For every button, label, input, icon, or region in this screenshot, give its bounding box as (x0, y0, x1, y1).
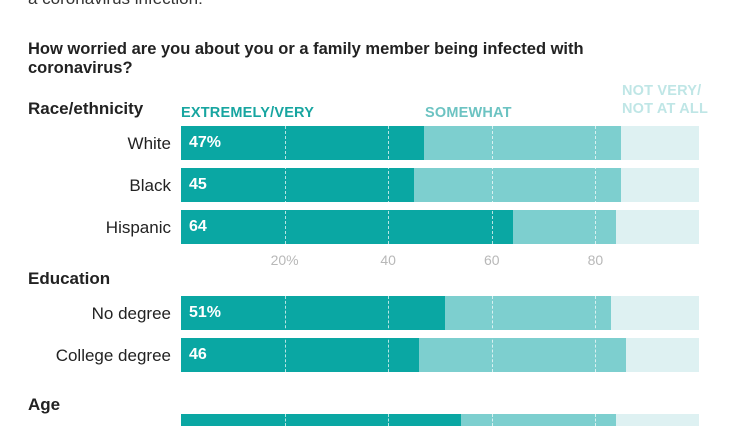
segment-somewhat-2-0 (460, 414, 617, 426)
segment-somewhat-0-0 (424, 126, 622, 160)
segment-not-very-0-1 (621, 168, 699, 202)
legend-extremely-very: EXTREMELY/VERY (181, 105, 315, 121)
gridline-0-2 (491, 126, 493, 244)
row-label-1-0: No degree (91, 304, 171, 323)
gridline-2-0 (284, 414, 286, 426)
segment-extremely-very-1-0 (181, 296, 446, 330)
x-tick-label-2: 60 (484, 252, 500, 268)
gridline-0-0 (284, 126, 286, 244)
gridline-1-2 (491, 296, 493, 372)
segment-extremely-very-0-0 (181, 126, 425, 160)
segment-extremely-very-0-2 (181, 210, 513, 244)
gridline-2-3 (595, 414, 597, 426)
chart-question: How worried are you about you or a famil… (28, 40, 584, 77)
legend-not-very-line1: NOT VERY/ (622, 83, 702, 99)
gridline-0-3 (595, 126, 597, 244)
x-tick-label-3: 80 (587, 252, 604, 268)
group-label-2: Age (28, 395, 61, 414)
gridline-0-1 (388, 126, 390, 244)
segment-extremely-very-1-1 (181, 338, 420, 372)
bar-value-label-1-1: 46 (189, 346, 207, 363)
bar-value-label-1-0: 51% (189, 304, 222, 321)
group-label-1: Education (28, 269, 111, 288)
row-label-1-1: College degree (55, 346, 171, 365)
segment-somewhat-1-0 (445, 296, 611, 330)
segment-not-very-1-1 (626, 338, 699, 372)
top-cut-text: a coronavirus infection: (28, 0, 203, 9)
gridline-1-1 (388, 296, 390, 372)
row-label-0-2: Hispanic (105, 218, 171, 237)
row-label-0-1: Black (129, 176, 171, 195)
segment-somewhat-0-1 (414, 168, 622, 202)
segment-extremely-very-0-1 (181, 168, 415, 202)
segment-extremely-very-2-0 (181, 414, 461, 426)
segment-not-very-0-0 (621, 126, 699, 160)
row-label-0-0: White (127, 134, 171, 153)
group-label-0: Race/ethnicity (28, 99, 144, 118)
x-tick-label-0: 20% (270, 252, 299, 268)
segment-not-very-0-2 (616, 210, 699, 244)
gridline-2-2 (491, 414, 493, 426)
segment-somewhat-0-2 (512, 210, 617, 244)
legend-somewhat: SOMEWHAT (425, 105, 512, 121)
gridline-1-0 (284, 296, 286, 372)
x-tick-label-1: 40 (380, 252, 396, 268)
legend-not-very: NOT VERY/ NOT AT ALL (622, 82, 708, 118)
bar-value-label-0-1: 45 (189, 176, 207, 193)
segment-not-very-1-0 (610, 296, 699, 330)
gridline-1-3 (595, 296, 597, 372)
bar-value-label-0-2: 64 (189, 218, 207, 235)
legend-not-very-line2: NOT AT ALL (622, 101, 709, 117)
bar-value-label-0-0: 47% (189, 134, 222, 151)
gridline-2-1 (388, 414, 390, 426)
segment-not-very-2-0 (616, 414, 699, 426)
segment-somewhat-1-1 (419, 338, 627, 372)
